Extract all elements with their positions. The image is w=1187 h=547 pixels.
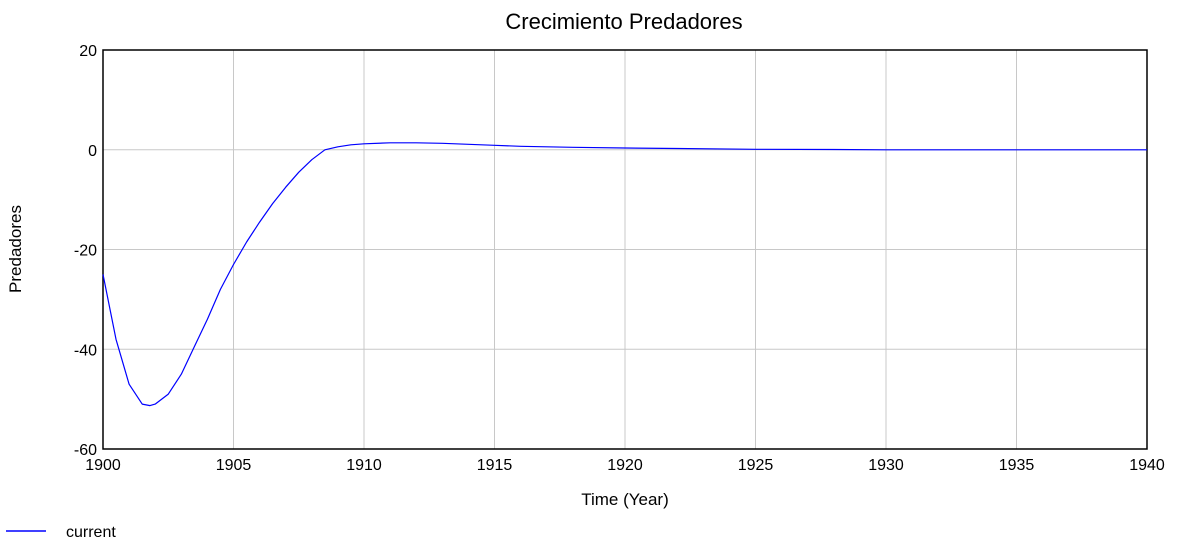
x-tick-label: 1910 [346,457,382,474]
x-tick-label: 1900 [85,457,121,474]
series-layer [102,142,1147,407]
x-tick-label: 1915 [477,457,513,474]
legend: current [6,524,116,541]
x-axis-label: Time (Year) [581,490,669,509]
y-axis-ticks: 20 0 -20 -40 -60 [74,43,97,459]
x-tick-label: 1930 [868,457,904,474]
y-tick-label: 0 [88,143,97,160]
y-tick-label: -60 [74,442,97,459]
grid-lines [102,49,1148,450]
x-tick-label: 1940 [1129,457,1165,474]
y-tick-label: -20 [74,243,97,260]
chart-title: Crecimiento Predadores [505,9,742,34]
x-axis-ticks: 1900 1905 1910 1915 1920 1925 1930 1935 1940 [85,457,1165,474]
series-line-current [102,142,1147,407]
x-tick-label: 1935 [999,457,1035,474]
plot-area-frame [102,49,1148,450]
x-tick-label: 1905 [216,457,252,474]
y-tick-label: 20 [79,43,97,60]
y-tick-label: -40 [74,342,97,359]
y-axis-label: Predadores [6,205,25,293]
x-tick-label: 1920 [607,457,643,474]
legend-label-current: current [66,524,116,541]
x-tick-label: 1925 [738,457,774,474]
